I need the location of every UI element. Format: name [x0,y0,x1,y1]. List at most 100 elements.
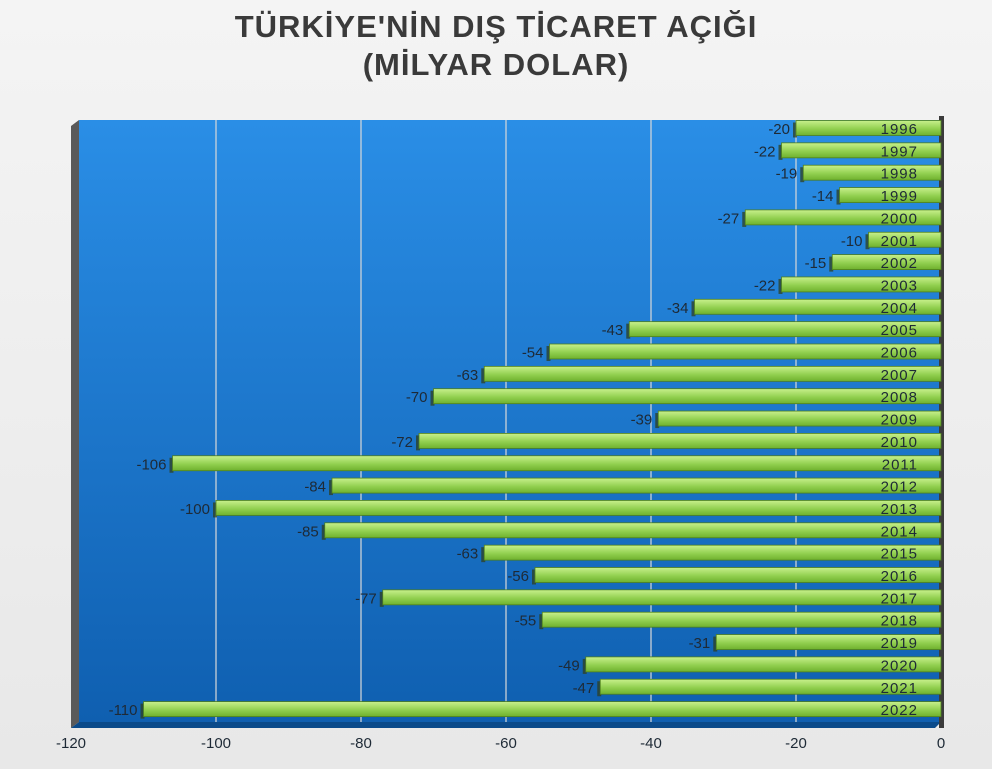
bar-2004 [694,298,942,315]
category-label: 2018 [881,613,918,630]
category-label: 2003 [881,277,918,294]
category-label: 1997 [881,143,918,160]
category-label: 2009 [881,412,918,429]
x-tick-label: -120 [56,735,86,752]
bar-2020 [585,656,942,673]
bar-2019 [715,634,942,650]
bar-shadow [140,703,145,719]
category-label: 2013 [881,501,918,518]
value-label: -22 [754,277,776,294]
bar-2022 [143,701,942,717]
value-label: -77 [355,590,377,607]
bar-shadow [321,524,326,540]
bar-shadow [691,301,696,317]
bar-shadow [865,234,870,250]
bar-shadow [213,502,217,518]
bar-shadow [778,144,783,160]
bar-2010 [418,432,942,449]
category-label: 2015 [881,546,918,563]
category-label: 2022 [881,702,918,719]
x-tick-label: -80 [350,735,372,752]
bar-shadow [829,256,834,272]
left-wall [71,120,79,728]
bar-2005 [628,321,942,338]
bar-shadow [481,547,486,563]
floor-wall [71,722,941,728]
value-label: -55 [515,613,537,630]
value-label: -63 [457,367,479,384]
bar-shadow [546,346,551,361]
bar-2015 [483,544,942,561]
chart-title-line2: (MİLYAR DOLAR) [362,47,630,82]
bar-1997 [781,142,942,159]
value-label: -84 [304,479,326,496]
category-label: 2000 [881,210,918,227]
value-label: -19 [776,166,798,183]
bar-shadow [800,167,805,183]
category-label: 2021 [881,680,918,697]
category-label: 2020 [881,657,918,674]
bar-2003 [781,276,942,293]
category-label: 1999 [881,188,918,205]
category-label: 2008 [881,389,918,406]
category-label: 2001 [881,233,918,250]
value-label: -31 [689,635,711,652]
value-label: -56 [507,568,529,585]
bar-shadow [532,569,536,585]
bar-2006 [549,343,942,360]
x-tick-label: -40 [640,735,662,752]
x-tick-label: 0 [937,735,945,752]
bar-shadow [626,323,631,339]
value-label: -22 [754,143,776,160]
value-label: -106 [136,456,166,473]
chart-title: TÜRKİYE'NİN DIŞ TİCARET AÇIĞI (MİLYAR DO… [0,8,992,84]
value-label: -10 [841,233,863,250]
bar-shadow [597,681,602,697]
bar-2018 [541,611,942,628]
chart-title-line1: TÜRKİYE'NİN DIŞ TİCARET AÇIĞI [234,9,758,44]
x-tick-label: -20 [785,735,807,752]
category-label: 2014 [881,523,918,540]
category-label: 2017 [881,590,918,607]
x-tick-label: -60 [495,735,517,752]
bar-shadow [793,122,797,138]
value-label: -70 [406,389,428,406]
bar-shadow [379,591,384,607]
category-label: 2005 [881,322,918,339]
bar-2002 [831,254,942,271]
category-label: 2011 [882,456,918,473]
value-label: -49 [558,657,580,674]
category-label: 2016 [881,568,918,585]
value-label: -43 [602,322,624,339]
bar-1998 [802,164,942,181]
value-label: -39 [631,412,653,429]
value-label: -15 [805,255,827,272]
category-label: 1998 [881,166,918,183]
category-label: 2012 [881,479,918,496]
bar-shadow [169,457,174,473]
bar-1996 [795,120,942,136]
bar-2013 [215,500,942,516]
category-label: 2004 [881,300,918,317]
value-label: -54 [522,345,544,362]
bar-2011 [172,455,942,472]
bar-shadow [430,390,435,406]
bar-2009 [657,410,942,427]
category-label: 1996 [881,121,918,138]
bar-2016 [534,567,942,583]
bar-2012 [331,477,942,494]
bar-shadow [836,189,841,205]
value-label: -14 [812,188,834,205]
bar-shadow [655,413,660,429]
value-label: -27 [718,210,740,227]
bar-shadow [329,480,333,496]
bar-2000 [744,209,942,226]
value-label: -34 [667,300,689,317]
category-label: 2006 [881,345,918,362]
bar-shadow [742,211,747,227]
bar-shadow [539,614,544,630]
x-tick-label: -100 [201,735,231,752]
bar-2021 [599,678,942,695]
value-label: -110 [109,702,138,719]
